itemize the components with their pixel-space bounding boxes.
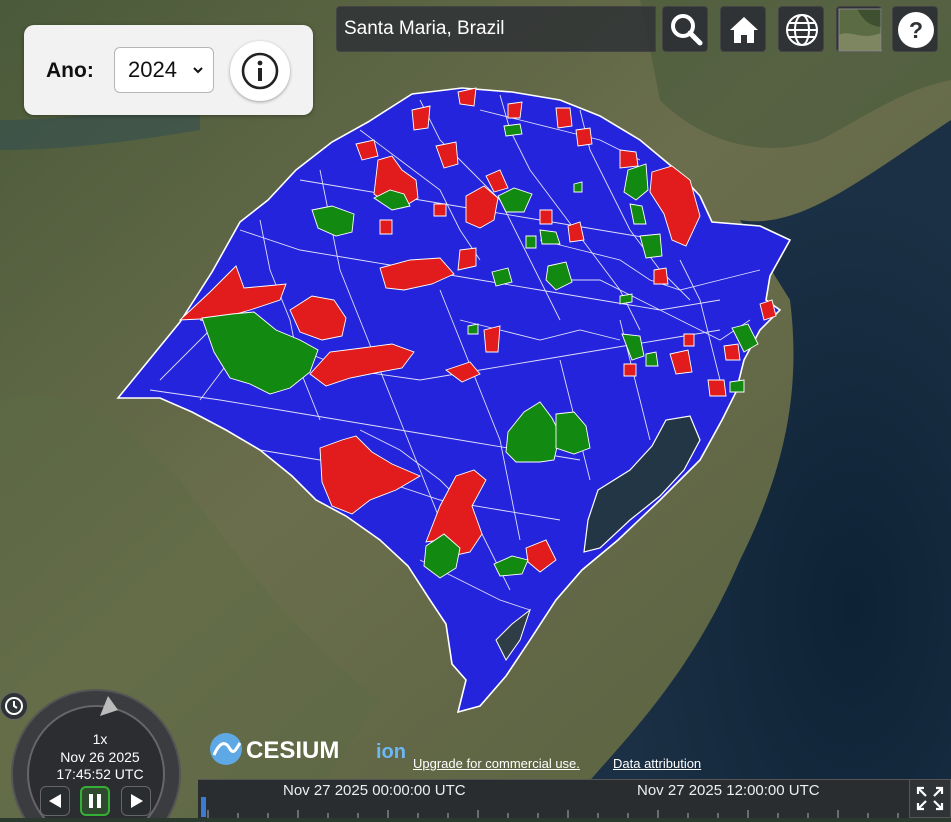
svg-text:?: ?: [909, 17, 923, 43]
play-reverse-button[interactable]: [40, 786, 70, 816]
search-button[interactable]: [662, 6, 708, 52]
data-attribution-link[interactable]: Data attribution: [613, 756, 702, 771]
play-reverse-icon: [49, 794, 61, 808]
base-layer-picker[interactable]: [836, 6, 882, 52]
clock-button[interactable]: [0, 692, 28, 720]
home-button[interactable]: [720, 6, 766, 52]
home-icon: [730, 17, 758, 43]
info-button[interactable]: [230, 41, 290, 101]
timeline-label-2: Nov 27 2025 12:00:00 UTC: [637, 782, 820, 799]
lagoon: [583, 415, 701, 553]
red-municipalities: [178, 87, 777, 573]
scene-mode-button[interactable]: [778, 6, 824, 52]
animation-date: Nov 26 2025: [60, 749, 140, 765]
year-select[interactable]: 2024: [114, 47, 214, 93]
cesium-ion-logo[interactable]: CESIUM ion: [208, 729, 408, 769]
animation-speed: 1x: [92, 731, 108, 747]
info-icon: [241, 52, 279, 90]
help-button[interactable]: ?: [892, 6, 938, 52]
play-button[interactable]: [121, 786, 151, 816]
globe-icon: [786, 14, 818, 46]
logo-sub-text: ion: [376, 741, 406, 763]
logo-main-text: CESIUM: [246, 737, 339, 764]
chevron-down-icon: [193, 67, 203, 74]
question-icon: ?: [898, 12, 934, 48]
upgrade-link[interactable]: Upgrade for commercial use.: [413, 756, 580, 771]
search-input-value: Santa Maria, Brazil: [344, 18, 505, 39]
fullscreen-icon: [916, 786, 944, 811]
pause-icon: [89, 794, 101, 808]
animation-time: 17:45:52 UTC: [56, 766, 144, 782]
magnifier-icon: [671, 14, 703, 46]
search-input[interactable]: Santa Maria, Brazil: [336, 6, 656, 52]
timeline[interactable]: Nov 27 2025 00:00:00 UTC Nov 27 2025 12:…: [198, 779, 909, 818]
animation-widget: 1x Nov 26 2025 17:45:52 UTC: [0, 688, 200, 818]
year-panel: Ano: 2024: [24, 25, 313, 115]
green-municipalities: [201, 123, 759, 579]
year-select-value: 2024: [128, 57, 177, 82]
pause-button[interactable]: [80, 786, 110, 816]
timeline-label-1: Nov 27 2025 00:00:00 UTC: [283, 782, 466, 799]
fullscreen-button[interactable]: [909, 779, 951, 818]
clock-icon: [5, 697, 23, 715]
play-icon: [131, 794, 143, 808]
year-label: Ano:: [46, 59, 94, 82]
imagery-thumbnail-icon: [838, 8, 882, 52]
timeline-ticks: [201, 797, 899, 818]
